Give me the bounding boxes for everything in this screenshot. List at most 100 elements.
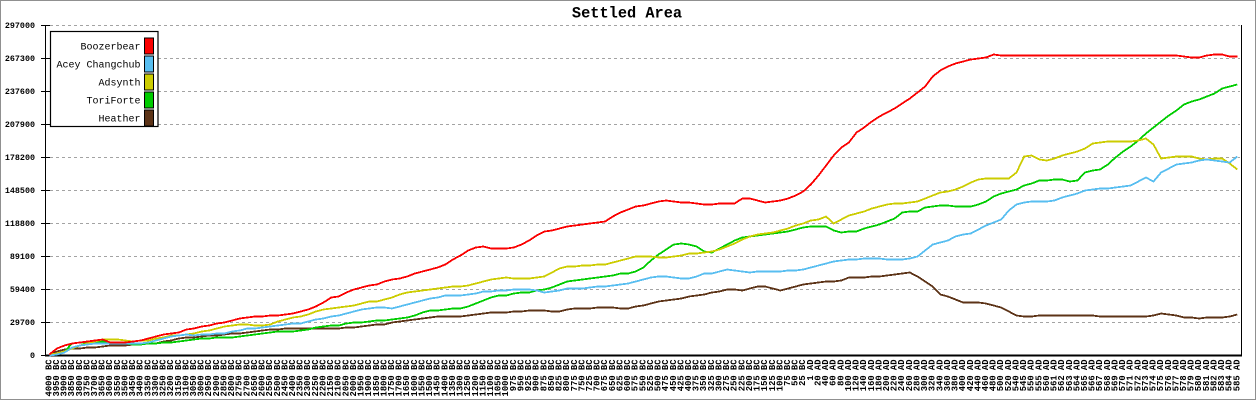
svg-text:3950 BC: 3950 BC xyxy=(52,359,62,397)
svg-text:775 BC: 775 BC xyxy=(570,359,580,391)
svg-text:675 BC: 675 BC xyxy=(600,359,610,391)
svg-text:250 BC: 250 BC xyxy=(730,359,740,391)
svg-text:561 AD: 561 AD xyxy=(1050,360,1060,392)
svg-text:140 AD: 140 AD xyxy=(859,360,869,392)
svg-text:3850 BC: 3850 BC xyxy=(67,359,77,397)
svg-text:700 BC: 700 BC xyxy=(593,359,603,391)
svg-text:2400 BC: 2400 BC xyxy=(288,359,298,397)
svg-text:500 BC: 500 BC xyxy=(654,359,664,391)
svg-text:2700 BC: 2700 BC xyxy=(242,359,252,397)
svg-text:1550 BC: 1550 BC xyxy=(417,359,427,397)
svg-text:260 AD: 260 AD xyxy=(905,360,915,392)
svg-text:3150 BC: 3150 BC xyxy=(174,359,184,397)
svg-text:569 AD: 569 AD xyxy=(1110,360,1120,392)
svg-text:1200 BC: 1200 BC xyxy=(471,359,481,397)
svg-text:3650 BC: 3650 BC xyxy=(98,359,108,397)
svg-text:320 AD: 320 AD xyxy=(928,360,938,392)
svg-text:550 BC: 550 BC xyxy=(638,359,648,391)
svg-text:125 BC: 125 BC xyxy=(768,359,778,391)
svg-text:425 BC: 425 BC xyxy=(676,359,686,391)
svg-text:148500: 148500 xyxy=(5,186,35,196)
svg-text:925 BC: 925 BC xyxy=(524,359,534,391)
svg-text:950 BC: 950 BC xyxy=(516,359,526,391)
svg-text:545 AD: 545 AD xyxy=(1019,360,1029,392)
svg-text:900 BC: 900 BC xyxy=(532,359,542,391)
svg-text:160 AD: 160 AD xyxy=(867,360,877,392)
svg-text:200 AD: 200 AD xyxy=(882,360,892,392)
svg-text:1650 BC: 1650 BC xyxy=(402,359,412,397)
svg-text:575 AD: 575 AD xyxy=(1156,360,1166,392)
svg-text:573 AD: 573 AD xyxy=(1141,360,1151,392)
svg-text:89100: 89100 xyxy=(10,252,35,262)
svg-text:375 BC: 375 BC xyxy=(692,359,702,391)
svg-text:360 AD: 360 AD xyxy=(943,360,953,392)
svg-text:2250 BC: 2250 BC xyxy=(311,359,321,397)
svg-text:325 BC: 325 BC xyxy=(707,359,717,391)
svg-text:Heather: Heather xyxy=(98,114,140,126)
svg-text:Acey Changchub: Acey Changchub xyxy=(56,60,140,72)
svg-text:2350 BC: 2350 BC xyxy=(296,359,306,397)
svg-text:300 AD: 300 AD xyxy=(920,360,930,392)
svg-text:1400 BC: 1400 BC xyxy=(440,359,450,397)
svg-text:560 AD: 560 AD xyxy=(1042,360,1052,392)
svg-text:275 BC: 275 BC xyxy=(722,359,732,391)
svg-text:2600 BC: 2600 BC xyxy=(258,359,268,397)
svg-text:3400 BC: 3400 BC xyxy=(136,359,146,397)
svg-text:2450 BC: 2450 BC xyxy=(280,359,290,397)
svg-text:580 AD: 580 AD xyxy=(1194,360,1204,392)
svg-text:525 BC: 525 BC xyxy=(646,359,656,391)
svg-text:650 BC: 650 BC xyxy=(608,359,618,391)
svg-text:207900: 207900 xyxy=(5,120,35,130)
svg-text:2550 BC: 2550 BC xyxy=(265,359,275,397)
svg-text:725 BC: 725 BC xyxy=(585,359,595,391)
svg-text:3700 BC: 3700 BC xyxy=(90,359,100,397)
svg-text:420 AD: 420 AD xyxy=(966,360,976,392)
svg-text:3450 BC: 3450 BC xyxy=(128,359,138,397)
svg-text:2850 BC: 2850 BC xyxy=(219,359,229,397)
svg-text:3000 BC: 3000 BC xyxy=(197,359,207,397)
svg-text:20 AD: 20 AD xyxy=(813,360,823,386)
svg-text:1 AD: 1 AD xyxy=(806,360,816,381)
svg-text:40 AD: 40 AD xyxy=(821,360,831,386)
svg-text:1350 BC: 1350 BC xyxy=(448,359,458,397)
svg-text:25 BC: 25 BC xyxy=(798,359,808,386)
svg-text:3800 BC: 3800 BC xyxy=(75,359,85,397)
svg-text:3500 BC: 3500 BC xyxy=(120,359,130,397)
svg-text:3350 BC: 3350 BC xyxy=(143,359,153,397)
svg-text:2750 BC: 2750 BC xyxy=(235,359,245,397)
svg-text:237600: 237600 xyxy=(5,87,35,97)
svg-text:2300 BC: 2300 BC xyxy=(303,359,313,397)
svg-text:3050 BC: 3050 BC xyxy=(189,359,199,397)
svg-text:118800: 118800 xyxy=(5,219,35,229)
svg-text:3300 BC: 3300 BC xyxy=(151,359,161,397)
svg-text:180 AD: 180 AD xyxy=(874,360,884,392)
svg-text:1250 BC: 1250 BC xyxy=(463,359,473,397)
svg-text:3100 BC: 3100 BC xyxy=(181,359,191,397)
svg-text:570 AD: 570 AD xyxy=(1118,360,1128,392)
svg-text:60 AD: 60 AD xyxy=(829,360,839,386)
svg-text:1000 BC: 1000 BC xyxy=(501,359,511,397)
svg-text:800 BC: 800 BC xyxy=(562,359,572,391)
svg-text:584 AD: 584 AD xyxy=(1225,360,1235,392)
svg-text:1900 BC: 1900 BC xyxy=(364,359,374,397)
svg-text:3250 BC: 3250 BC xyxy=(159,359,169,397)
svg-text:ToriForte: ToriForte xyxy=(86,96,140,108)
svg-text:850 BC: 850 BC xyxy=(547,359,557,391)
svg-text:1850 BC: 1850 BC xyxy=(372,359,382,397)
svg-text:562 AD: 562 AD xyxy=(1057,360,1067,392)
svg-text:1700 BC: 1700 BC xyxy=(395,359,405,397)
svg-text:80 AD: 80 AD xyxy=(836,360,846,386)
svg-text:29700: 29700 xyxy=(10,318,35,328)
svg-text:572 AD: 572 AD xyxy=(1133,360,1143,392)
svg-text:585 AD: 585 AD xyxy=(1232,360,1242,392)
svg-text:100 BC: 100 BC xyxy=(775,359,785,391)
svg-text:574 AD: 574 AD xyxy=(1149,360,1159,392)
svg-text:178200: 178200 xyxy=(5,153,35,163)
svg-text:520 AD: 520 AD xyxy=(1004,360,1014,392)
svg-text:400 BC: 400 BC xyxy=(684,359,694,391)
svg-text:825 BC: 825 BC xyxy=(555,359,565,391)
svg-text:1800 BC: 1800 BC xyxy=(379,359,389,397)
svg-text:460 AD: 460 AD xyxy=(981,360,991,392)
svg-text:1450 BC: 1450 BC xyxy=(433,359,443,397)
svg-text:440 AD: 440 AD xyxy=(973,360,983,392)
